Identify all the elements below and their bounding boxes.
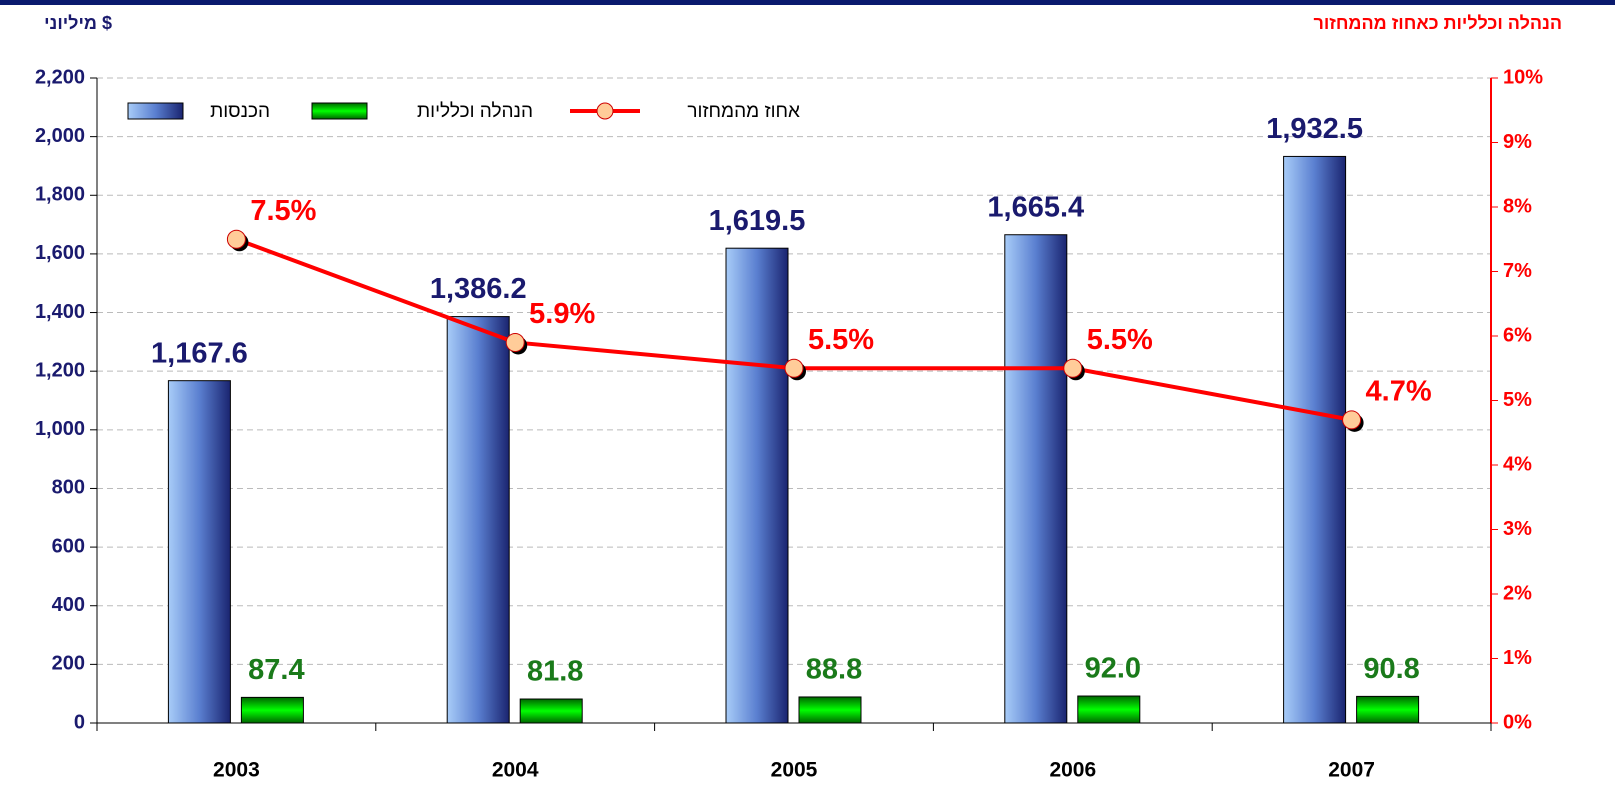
legend-label: הנהלה וכלליות	[417, 101, 533, 122]
marker	[1063, 358, 1083, 378]
data-label: 5.9%	[529, 298, 595, 330]
x-tick-label: 2005	[771, 759, 818, 782]
legend-marker	[596, 102, 614, 120]
bar	[519, 698, 583, 724]
y-tick-label: 200	[52, 653, 85, 675]
y2-tick-label: 3%	[1503, 518, 1532, 540]
data-label: 90.8	[1363, 653, 1419, 685]
bar	[167, 380, 231, 724]
data-label: 92.0	[1085, 653, 1141, 685]
y-tick-label: 2,200	[35, 66, 85, 88]
bar	[446, 316, 510, 724]
data-label: 7.5%	[250, 195, 316, 227]
bar	[240, 696, 304, 724]
y2-tick-label: 0%	[1503, 711, 1532, 733]
data-label: 5.5%	[808, 324, 874, 356]
y-tick-label: 1,200	[35, 359, 85, 381]
y2-tick-label: 1%	[1503, 647, 1532, 669]
bar	[1283, 155, 1347, 724]
y-tick-label: 2,000	[35, 125, 85, 147]
y-tick-label: 1,600	[35, 242, 85, 264]
y2-tick-label: 8%	[1503, 195, 1532, 217]
legend-label: אחוז מהמחזור	[687, 101, 800, 122]
y2-tick-label: 7%	[1503, 260, 1532, 282]
y-tick-label: 800	[52, 477, 85, 499]
x-tick-label: 2007	[1328, 759, 1375, 782]
data-label: 88.8	[806, 654, 862, 686]
y-tick-label: 600	[52, 535, 85, 557]
x-tick-label: 2004	[492, 759, 539, 782]
x-tick-label: 2006	[1049, 759, 1096, 782]
bar	[1004, 234, 1068, 724]
bar	[798, 696, 862, 724]
y-tick-label: 1,800	[35, 184, 85, 206]
bar	[1356, 695, 1420, 724]
data-label: 1,167.6	[151, 337, 248, 369]
y-tick-label: 0	[74, 711, 85, 733]
y-tick-label: 400	[52, 594, 85, 616]
y-axis-title: מיליוני $	[44, 13, 112, 33]
data-label: 81.8	[527, 656, 583, 688]
y2-tick-label: 10%	[1503, 66, 1543, 88]
y2-tick-label: 2%	[1503, 582, 1532, 604]
y2-tick-label: 5%	[1503, 389, 1532, 411]
bar	[1077, 695, 1141, 724]
data-label: 1,386.2	[430, 273, 527, 305]
y-tick-label: 1,000	[35, 418, 85, 440]
bar	[725, 247, 789, 724]
top-bar	[0, 0, 1615, 5]
y2-axis-title: הנהלה וכלליות כאחוז מהמחזור	[1313, 13, 1562, 33]
y2-tick-label: 4%	[1503, 453, 1532, 475]
data-label: 1,665.4	[987, 191, 1084, 223]
data-label: 5.5%	[1087, 324, 1153, 356]
marker	[1342, 410, 1362, 430]
data-label: 4.7%	[1366, 376, 1432, 408]
data-label: 1,932.5	[1266, 113, 1363, 145]
y2-tick-label: 6%	[1503, 324, 1532, 346]
line	[235, 237, 1352, 422]
data-label: 87.4	[248, 654, 304, 686]
x-tick-label: 2003	[213, 759, 260, 782]
legend-label: הכנסות	[210, 101, 270, 122]
y-tick-label: 1,400	[35, 301, 85, 323]
marker	[784, 358, 804, 378]
legend-swatch	[127, 102, 184, 120]
marker	[505, 332, 525, 352]
legend-swatch	[311, 102, 368, 120]
y2-tick-label: 9%	[1503, 131, 1532, 153]
legend: הכנסות הנהלה וכלליות אחוז מהמחזור	[127, 101, 800, 122]
marker	[226, 229, 246, 249]
data-label: 1,619.5	[709, 205, 806, 237]
